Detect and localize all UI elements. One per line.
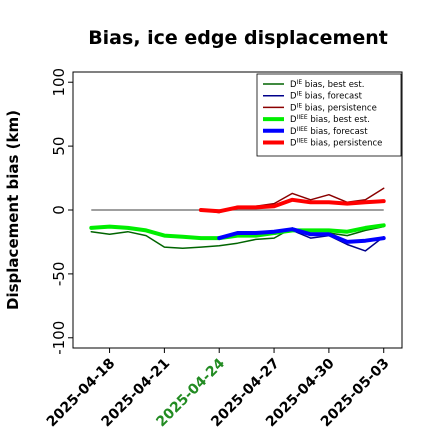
y-tick-label: 50: [50, 137, 68, 156]
legend-entry: DIIEE bias, forecast: [290, 126, 368, 137]
legend-entry: DIE bias, best est.: [290, 79, 364, 90]
series-line-4: [89, 223, 386, 241]
series-line-5: [217, 227, 386, 244]
y-axis: 100 50 0 -50 -100: [50, 68, 73, 355]
y-tick-label: -100: [50, 321, 68, 355]
legend-entry: DIE bias, persistence: [290, 102, 377, 113]
legend-entry: DIIEE bias, best est.: [290, 114, 370, 125]
y-tick-label: 0: [50, 205, 68, 215]
y-tick-label: -50: [50, 262, 68, 287]
series-line-1: [90, 225, 385, 250]
plot-area: [72, 71, 403, 349]
legend-entry: DIE bias, forecast: [290, 91, 363, 102]
legend-entry: DIIEE bias, persistence: [290, 138, 382, 149]
chart-title: Bias, ice edge displacement: [88, 27, 388, 49]
y-axis-label: Displacement bias (km): [4, 110, 22, 310]
x-axis: 2025-04-182025-04-212025-04-242025-04-27…: [44, 348, 393, 430]
y-tick-label: 100: [50, 68, 68, 97]
series-line-6: [198, 197, 386, 214]
legend: DIE bias, best est.DIE bias, forecastDIE…: [256, 73, 402, 157]
